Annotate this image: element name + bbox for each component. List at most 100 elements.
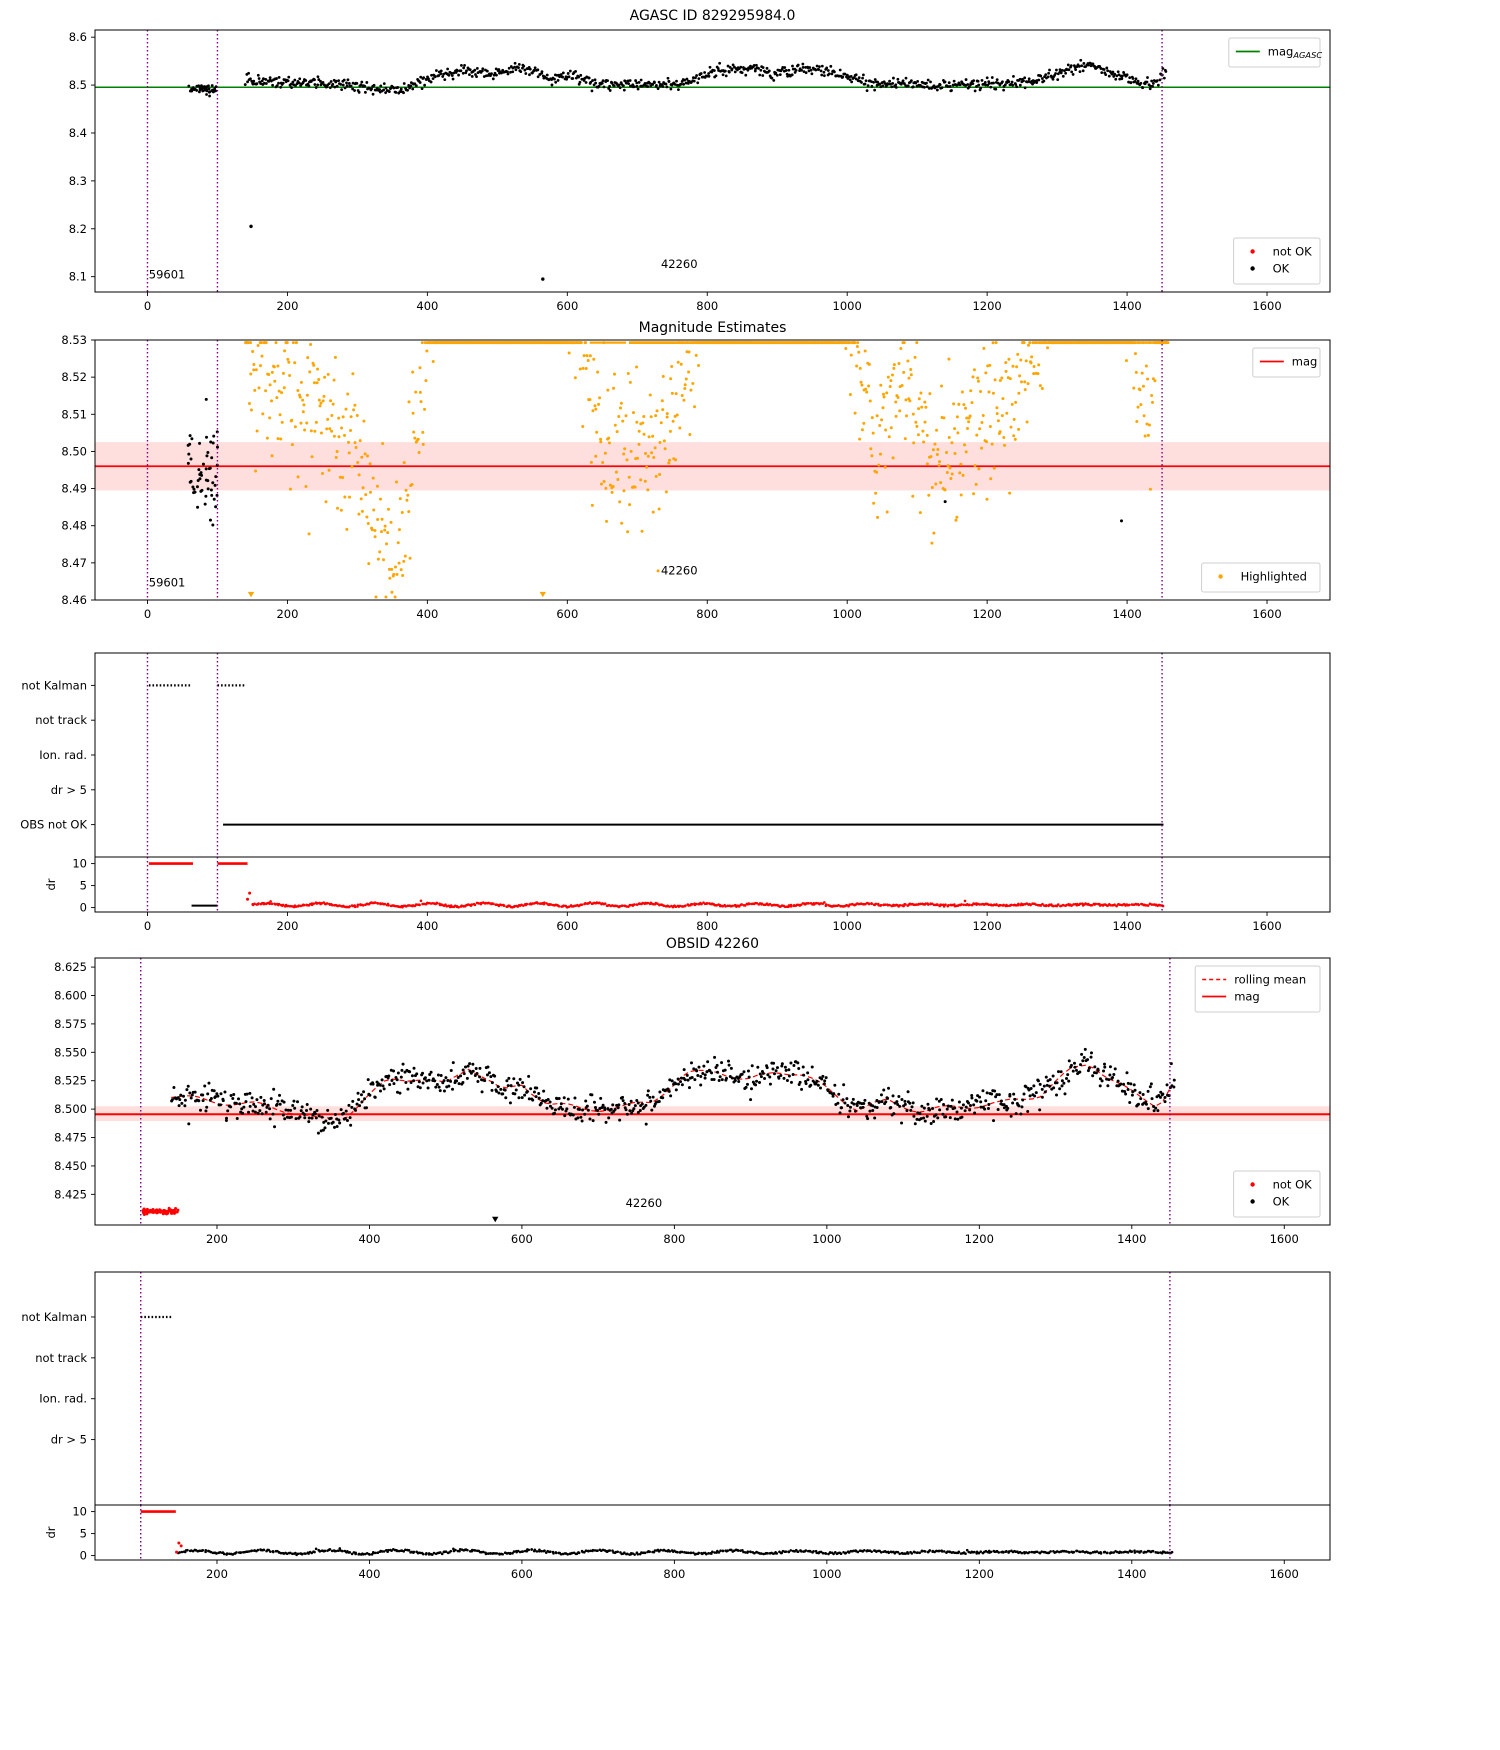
scatter-series-ok-outliers	[249, 224, 545, 281]
flag-row-label: dr > 5	[51, 1433, 87, 1447]
legend-label: OK	[1273, 1195, 1290, 1209]
x-tick-label: 600	[511, 1232, 533, 1246]
scatter-series-not-ok	[141, 1206, 180, 1216]
x-tick-label: 0	[144, 607, 151, 621]
dr-axis-label: dr	[44, 1526, 58, 1538]
x-tick-label: 1600	[1252, 919, 1281, 933]
plot-frame	[94, 1271, 1331, 1506]
x-tick-label: 1200	[972, 919, 1001, 933]
x-tick-label: 1200	[972, 299, 1001, 313]
flag-row-label: not Kalman	[21, 678, 87, 692]
x-tick-label: 200	[206, 1567, 228, 1581]
y-tick-label: 8.525	[54, 1074, 87, 1088]
x-tick-label: 1000	[833, 919, 862, 933]
y-tick-label: 8.49	[61, 482, 87, 496]
y-tick-label: 8.425	[54, 1187, 87, 1201]
x-tick-label: 1400	[1117, 1232, 1146, 1246]
x-tick-label: 200	[276, 919, 298, 933]
dr-residuals	[177, 1547, 1174, 1557]
y-tick-label: 5	[80, 1527, 87, 1541]
legend: rolling mean mag	[1194, 965, 1321, 1013]
y-tick-label: 8.3	[69, 174, 87, 188]
x-tick-label: 1600	[1270, 1567, 1299, 1581]
dr-axis-label: dr	[44, 878, 58, 890]
obsid-annotation: 42260	[661, 564, 698, 578]
y-axis-ticks: 8.1 8.2 8.3 8.4 8.5 8.6	[69, 30, 95, 284]
x-tick-label: 1400	[1112, 299, 1141, 313]
x-axis-ticks: 0 200 400 600 800 1000 1200 1400 1600	[144, 912, 1282, 933]
x-tick-label: 800	[696, 919, 718, 933]
flag-row-label: OBS not OK	[20, 818, 87, 832]
y-tick-label: 8.48	[61, 519, 87, 533]
event-vlines	[146, 653, 1163, 857]
legend-label: mag	[1234, 990, 1260, 1004]
event-vlines	[146, 857, 1163, 912]
flags-obsid-dr-plot-area: 200 400 600 800 1000 1200 1400 1600 0 5 10 dr	[44, 1504, 1331, 1581]
legend-label: rolling mean	[1234, 973, 1306, 987]
legend-label: mag	[1292, 355, 1318, 369]
x-tick-label: 600	[556, 607, 578, 621]
y-tick-label: 8.1	[69, 270, 87, 284]
x-tick-label: 1200	[972, 607, 1001, 621]
x-tick-label: 1600	[1270, 1232, 1299, 1246]
flag-row-label: not track	[35, 1351, 87, 1365]
legend: Highlighted	[1201, 562, 1321, 593]
x-tick-label: 200	[206, 1232, 228, 1246]
x-tick-label: 200	[276, 299, 298, 313]
x-tick-label: 400	[416, 919, 438, 933]
obsid-annotation: 59601	[149, 268, 186, 282]
legend-label: not OK	[1273, 1178, 1313, 1192]
obsid-plot-area: 200 400 600 800 1000 1200 1400 16008.4258.4508.…	[54, 957, 1331, 1246]
x-tick-label: 800	[663, 1232, 685, 1246]
plot-frame	[94, 339, 1331, 601]
x-tick-label: 1200	[965, 1232, 994, 1246]
x-axis-ticks: 200 400 600 800 1000 1200 1400 1600	[206, 1225, 1299, 1246]
flag-row-label: not Kalman	[21, 1310, 87, 1324]
scatter-series-ok-pre-obsid	[187, 84, 218, 98]
obsid-chart-title: OBSID 42260	[665, 936, 760, 952]
scatter-series-clipped-low	[492, 1216, 499, 1223]
scatter-series-ok-main	[243, 58, 1168, 96]
x-tick-label: 600	[556, 299, 578, 313]
x-tick-label: 600	[556, 919, 578, 933]
x-tick-label: 1000	[812, 1232, 841, 1246]
y-tick-label: 8.600	[54, 988, 87, 1002]
flag-row-label: Ion. rad.	[39, 748, 87, 762]
event-vlines	[146, 340, 1163, 600]
y-tick-label: 8.500	[54, 1102, 87, 1116]
agasc-chart-title: AGASC ID 829295984.0	[629, 8, 796, 24]
y-tick-label: 8.53	[61, 333, 87, 347]
obsid-annotation: 59601	[149, 575, 186, 589]
event-vlines	[140, 1272, 1171, 1505]
y-tick-label: 8.4	[69, 126, 87, 140]
scatter-series-highlighted	[244, 341, 1170, 599]
flag-row-labels: not Kalman not track Ion. rad. dr > 5 OBS no…	[20, 678, 95, 832]
y-tick-label: 5	[80, 879, 87, 893]
plot-frame	[94, 29, 1331, 293]
legend-label: not OK	[1273, 245, 1313, 259]
y-tick-label: 8.51	[61, 407, 87, 421]
event-vlines	[146, 30, 1163, 292]
plot-frame	[94, 1504, 1331, 1561]
mag-estimates-plot-area: 0 200 400 600 800 1000 1200 1400 16008.468.478.4…	[61, 333, 1331, 621]
legend-label: OK	[1273, 262, 1290, 276]
flag-row-label: not track	[35, 713, 87, 727]
x-axis-ticks: 200 400 600 800 1000 1200 1400 1600	[206, 1560, 1299, 1581]
x-tick-label: 1200	[965, 1567, 994, 1581]
y-tick-label: 8.47	[61, 556, 87, 570]
y-axis-ticks: 0 5 10	[72, 1505, 95, 1563]
y-tick-label: 8.575	[54, 1017, 87, 1031]
x-axis-ticks: 0 200 400 600 800 1000 1200 1400 1600	[144, 292, 1282, 313]
x-tick-label: 400	[416, 607, 438, 621]
scatter-series-ok	[170, 1047, 1176, 1135]
x-tick-label: 1400	[1112, 607, 1141, 621]
scatter-series-previous-obsid	[186, 430, 219, 527]
flag-row-labels: not Kalman not track Ion. rad. dr > 5	[21, 1310, 95, 1447]
y-tick-label: 0	[80, 1549, 87, 1563]
y-tick-label: 10	[72, 1505, 87, 1519]
y-tick-label: 10	[72, 857, 87, 871]
flags-all-dr-plot-area: 0 200 400 600 800 1000 1200 1400 1600 0 5 10 dr	[44, 856, 1331, 933]
x-tick-label: 1000	[833, 299, 862, 313]
x-tick-label: 1400	[1112, 919, 1141, 933]
legend: magAGASC	[1228, 37, 1322, 68]
